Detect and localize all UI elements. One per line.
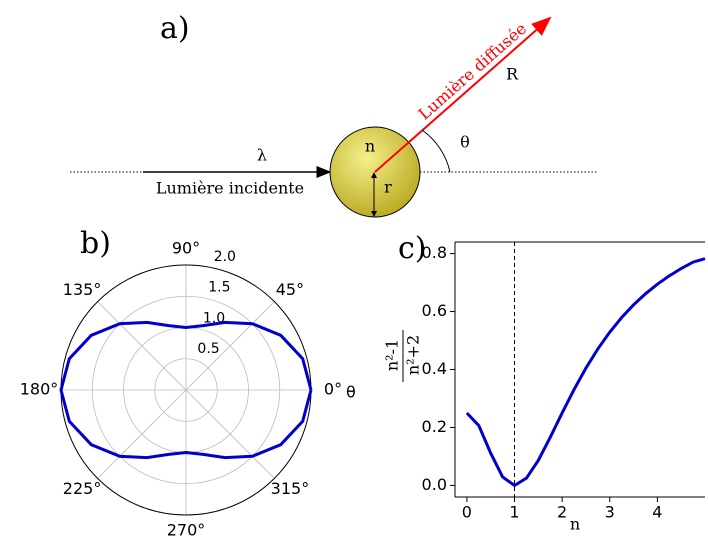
x-tick-label: 3 [605, 503, 615, 522]
angle-tick-label: 270° [167, 521, 206, 540]
radial-grid-line [154, 358, 218, 422]
angle-tick-label: 180° [20, 380, 59, 399]
angle-tick-label: 45° [276, 280, 304, 299]
radial-tick-label: 0.5 [197, 341, 219, 357]
x-tick-label: 1 [509, 503, 519, 522]
scattered-arrow [374, 16, 552, 173]
incident-label: Lumière incidente [156, 179, 304, 198]
y-label-denominator: n²+2 [404, 335, 423, 375]
x-axis-label: n [570, 515, 580, 534]
angle-tick-label: 315° [271, 479, 310, 498]
polar-line [59, 320, 313, 460]
radial-tick-label: 1.5 [208, 280, 230, 296]
angle-label: θ [460, 133, 470, 152]
radial-tick-label: 2.0 [214, 249, 236, 265]
y-label-numerator: n²-1 [383, 339, 402, 371]
x-tick-label: 0 [462, 503, 472, 522]
angle-tick-label: 135° [63, 280, 102, 299]
line [465, 257, 706, 488]
y-tick-label: 0.0 [422, 475, 447, 494]
diagram: a) λ Lumière incidente n r θ R Lumière d… [70, 11, 598, 218]
index-label: n [365, 137, 375, 156]
angle-tick-label: 90° [172, 239, 200, 258]
y-tick-label: 0.6 [422, 301, 447, 320]
distance-label: R [506, 65, 519, 84]
x-tick-label: 4 [652, 503, 662, 522]
angle-tick-label: 0° [324, 380, 342, 399]
angle-tick-label: 225° [63, 479, 102, 498]
radius-label: r [384, 178, 392, 197]
panel-label: a) [160, 11, 190, 46]
wavelength: λ [257, 146, 267, 165]
angle-arc [421, 129, 451, 173]
y-tick-label: 0.8 [422, 243, 447, 262]
radial-grid-line [91, 295, 281, 485]
y-tick-label: 0.4 [422, 359, 447, 378]
panel-label: b) [80, 226, 111, 261]
panel-label: c) [398, 231, 427, 266]
y-tick-label: 0.2 [422, 417, 447, 436]
angle-axis-label: θ [346, 383, 356, 402]
x-tick-label: 2 [557, 503, 567, 522]
